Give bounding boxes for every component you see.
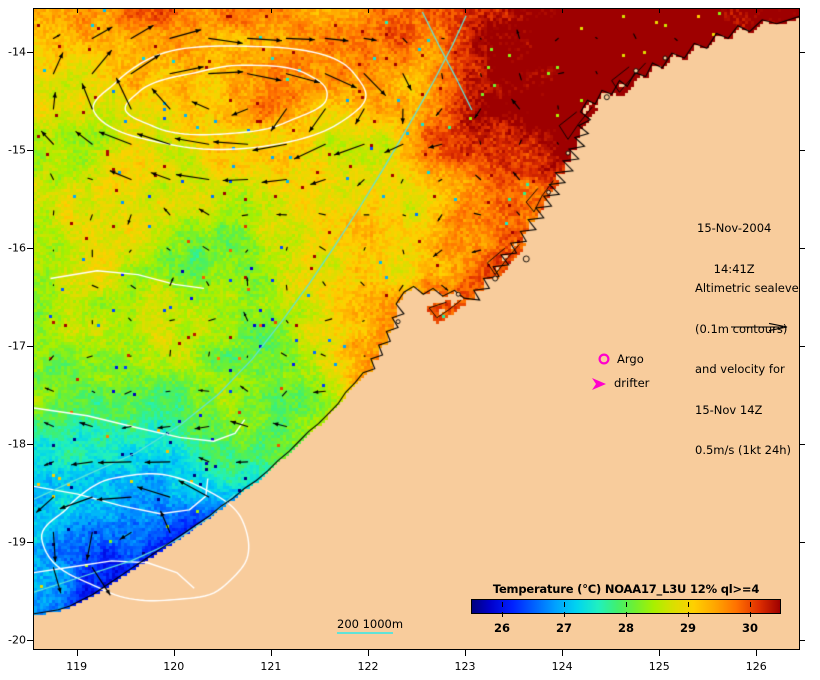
x-tick-mark	[367, 650, 369, 656]
x-tick-mark-top	[76, 8, 78, 13]
y-tick-mark	[27, 150, 33, 152]
colorbar-tick-label: 30	[741, 621, 759, 635]
y-tick-label: -16	[8, 241, 26, 255]
x-tick-label: 122	[357, 660, 379, 673]
y-tick-mark-right	[800, 542, 805, 544]
y-tick-mark	[27, 640, 33, 642]
drifter-marker-icon	[592, 378, 606, 390]
altimetry-line-4: 15-Nov 14Z	[695, 402, 763, 417]
map-plot-area: 15-Nov-2004 14:41Z Altimetric sealevel (…	[33, 8, 800, 650]
x-tick-label: 124	[551, 660, 573, 673]
y-tick-mark	[27, 52, 33, 54]
x-tick-label: 120	[163, 660, 185, 673]
x-tick-mark-top	[659, 8, 661, 13]
velocity-reference-arrow	[731, 322, 788, 332]
argo-legend-label: Argo	[617, 352, 644, 366]
y-tick-mark-right	[800, 150, 805, 152]
y-tick-label: -19	[8, 535, 26, 549]
x-tick-mark-top	[270, 8, 272, 13]
acquisition-date: 15-Nov-2004	[697, 221, 772, 235]
drifter-legend-label: drifter	[614, 376, 650, 390]
colorbar-tick	[750, 602, 751, 607]
x-tick-mark	[562, 650, 564, 656]
y-tick-label: -14	[8, 45, 26, 59]
y-tick-label: -17	[8, 339, 26, 353]
y-tick-label: -15	[8, 143, 26, 157]
colorbar-tick	[564, 602, 565, 607]
x-tick-mark	[659, 650, 661, 656]
colorbar-tick-bottom	[564, 612, 565, 617]
x-tick-mark-top	[465, 8, 467, 13]
colorbar-tick-label: 28	[617, 621, 635, 635]
y-tick-mark-right	[800, 52, 805, 54]
colorbar-tick	[502, 602, 503, 607]
velocity-vector-overlay	[34, 9, 799, 649]
y-tick-mark-right	[800, 346, 805, 348]
altimetry-line-1: Altimetric sealevel	[695, 281, 800, 295]
altimetry-line-3: and velocity for	[695, 362, 785, 376]
x-tick-mark-top	[367, 8, 369, 13]
y-tick-mark-right	[800, 640, 805, 642]
colorbar-tick-bottom	[626, 612, 627, 617]
x-tick-mark	[270, 650, 272, 656]
x-tick-mark	[76, 650, 78, 656]
y-tick-mark	[27, 542, 33, 544]
altimetry-line-2: (0.1m contours)	[695, 321, 788, 336]
colorbar-tick-bottom	[750, 612, 751, 617]
acquisition-datetime: 15-Nov-2004 14:41Z	[697, 195, 771, 303]
scalebar-label: 200 1000m	[337, 617, 404, 631]
colorbar-tick-bottom	[502, 612, 503, 617]
colorbar-tick-label: 27	[555, 621, 573, 635]
x-tick-mark-top	[562, 8, 564, 13]
x-tick-label: 121	[260, 660, 282, 673]
altimetry-line-5: 0.5m/s (1kt 24h)	[695, 443, 792, 457]
y-tick-mark	[27, 248, 33, 250]
colorbar-tick-label: 26	[493, 621, 511, 635]
y-tick-mark	[27, 346, 33, 348]
x-tick-label: 126	[745, 660, 767, 673]
x-tick-mark-top	[756, 8, 758, 13]
x-tick-label: 119	[66, 660, 88, 673]
argo-marker-icon	[598, 353, 610, 365]
y-tick-label: -20	[8, 633, 26, 647]
bathymetry-scalebar: 200 1000m	[337, 617, 403, 634]
acquisition-time: 14:41Z	[713, 261, 755, 276]
colorbar-tick	[688, 602, 689, 607]
colorbar-title: Temperature (°C) NOAA17_L3U 12% ql>=4	[492, 582, 760, 596]
x-tick-mark	[465, 650, 467, 656]
y-tick-mark-right	[800, 248, 805, 250]
colorbar-tick-label: 29	[679, 621, 697, 635]
x-tick-label: 125	[648, 660, 670, 673]
scalebar-line	[337, 632, 393, 634]
x-tick-mark	[173, 650, 175, 656]
altimetry-caption: Altimetric sealevel (0.1m contours) and …	[695, 255, 800, 485]
y-tick-mark-right	[800, 444, 805, 446]
colorbar: Temperature (°C) NOAA17_L3U 12% ql>=4 26…	[471, 582, 781, 635]
y-tick-label: -18	[8, 437, 26, 451]
x-tick-mark-top	[173, 8, 175, 13]
colorbar-tick-bottom	[688, 612, 689, 617]
x-tick-mark	[756, 650, 758, 656]
y-tick-mark	[27, 444, 33, 446]
x-tick-label: 123	[454, 660, 476, 673]
colorbar-tick	[626, 602, 627, 607]
